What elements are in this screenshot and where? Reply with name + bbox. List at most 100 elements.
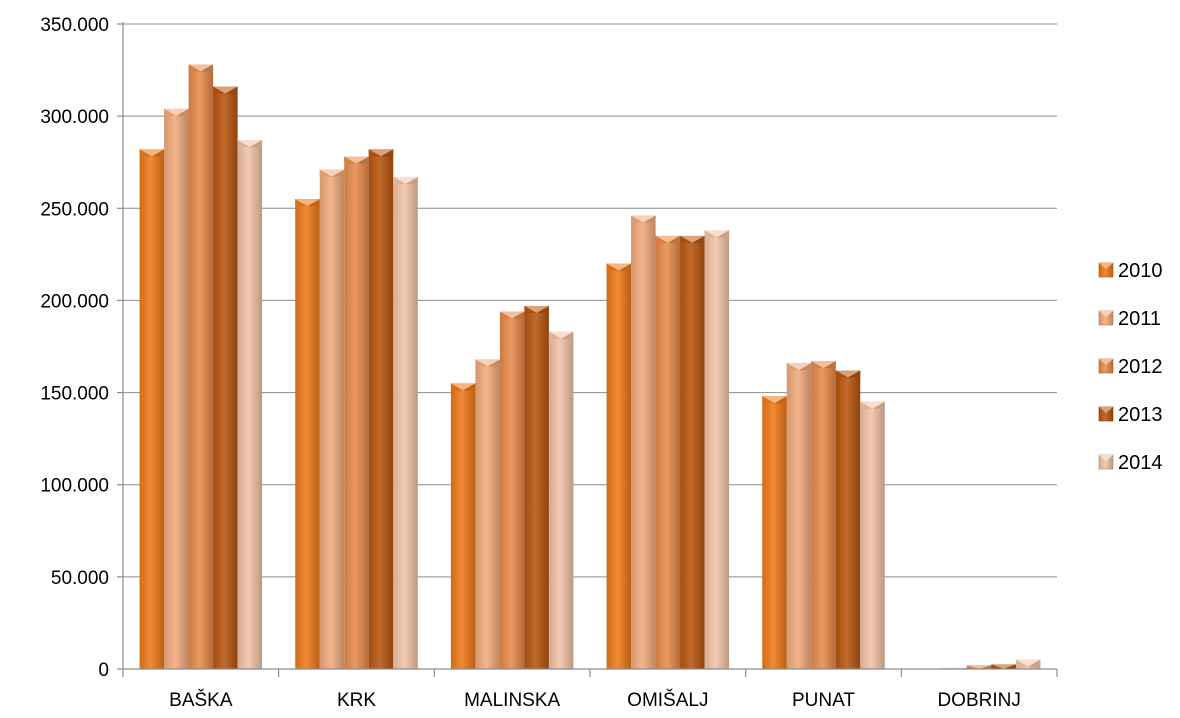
bar: [295, 199, 320, 670]
bar-cap-side: [536, 305, 549, 313]
bar-cap-side: [762, 396, 775, 404]
bar: [606, 263, 632, 669]
bar-cap: [811, 361, 836, 369]
bar-cap-side: [450, 383, 464, 391]
bar-cap: [450, 383, 476, 391]
bar-cap-side: [164, 108, 177, 116]
bar-cap-side: [655, 235, 668, 243]
bar: [762, 396, 787, 669]
legend-label: 2013: [1118, 404, 1163, 426]
bar-cap-side: [704, 230, 717, 238]
legend-label: 2012: [1118, 356, 1163, 378]
grid: [123, 23, 1057, 578]
bar: [631, 215, 656, 669]
bar-body: [786, 363, 812, 669]
bar: [786, 363, 812, 669]
bar-cap-side: [1028, 659, 1041, 667]
y-tick-label: 0: [98, 660, 109, 681]
bar-cap-side: [368, 149, 381, 157]
bar-cap-side: [606, 263, 619, 271]
bar-cap: [548, 331, 574, 339]
bar-cap: [1015, 659, 1041, 667]
bar-cap-side: [786, 363, 799, 371]
bar-cap-side: [225, 86, 238, 94]
bar-cap-side: [680, 235, 693, 243]
legend-swatch-cap: [1099, 455, 1113, 461]
bar-cap-side: [716, 230, 730, 238]
legend-item: 2014: [1098, 452, 1163, 474]
bar-cap-side: [487, 359, 500, 367]
bar-body: [319, 169, 345, 670]
bar-cap-side: [463, 383, 476, 391]
bar-cap: [499, 311, 525, 319]
bar: [991, 664, 1016, 669]
bar-cap: [213, 86, 238, 94]
x-tick-label: KRK: [337, 690, 376, 711]
bar: [475, 359, 500, 669]
legend-swatch-cap: [1099, 311, 1113, 317]
bar-cap-side: [991, 664, 1004, 669]
bar-cap: [680, 235, 705, 243]
bar-cap: [319, 169, 345, 177]
bar-cap-side: [139, 149, 152, 157]
bar: [368, 149, 394, 670]
bar-cap-side: [799, 363, 812, 371]
bar-body: [835, 370, 861, 669]
bar-cap: [188, 64, 214, 72]
axes: 0 50.000 100.000 150.000 200.000 250.000 300.0…: [40, 15, 1058, 711]
legend-label: 2014: [1118, 452, 1163, 474]
bar-cap-side: [319, 169, 332, 177]
bar: [548, 331, 574, 669]
bar-cap-side: [381, 149, 394, 157]
bar-body: [762, 396, 787, 669]
legend-item: 2010: [1098, 260, 1163, 282]
bar-cap-side: [332, 169, 345, 177]
bar: [655, 235, 681, 669]
bar-cap-side: [356, 156, 369, 164]
bar: [704, 230, 730, 669]
bar-cap-side: [618, 263, 632, 271]
bar-cap-side: [188, 64, 201, 72]
bar-cap-side: [249, 140, 263, 148]
bar-cap: [655, 235, 681, 243]
legend-item: 2012: [1098, 356, 1163, 378]
bar: [164, 108, 189, 670]
bar-cap-side: [475, 359, 488, 367]
bar-cap: [237, 140, 263, 148]
bar-body: [655, 235, 681, 669]
legend: 2010 2011 2012 2013 2014: [1098, 260, 1163, 474]
bar-cap: [762, 396, 787, 404]
bar-cap-side: [524, 305, 537, 313]
bar-cap-side: [860, 401, 873, 409]
bar-cap: [835, 370, 861, 378]
bar-body: [139, 149, 165, 670]
bar: [344, 156, 369, 669]
bar-cap: [475, 359, 500, 367]
bar-cap-side: [176, 108, 189, 116]
bar-cap: [393, 176, 418, 184]
legend-swatch-cap: [1099, 359, 1113, 365]
bar-cap: [295, 199, 320, 207]
bar: [966, 665, 992, 669]
bar: [524, 305, 549, 669]
y-tick-label: 300.000: [40, 107, 109, 128]
bar-cap-side: [643, 215, 656, 223]
bar-body: [188, 64, 214, 670]
bar-cap-side: [405, 176, 418, 184]
bar-cap-side: [667, 235, 681, 243]
x-tick-label: PUNAT: [792, 690, 855, 711]
bar-body: [499, 311, 525, 669]
bar-cap: [139, 149, 165, 157]
bar: [139, 149, 165, 670]
bar-body: [475, 359, 500, 669]
bar-cap: [368, 149, 394, 157]
bar-body: [704, 230, 730, 669]
bar-cap-side: [823, 361, 836, 369]
legend-swatch-cap: [1099, 263, 1113, 269]
bar: [1015, 659, 1041, 669]
bar: [213, 86, 238, 669]
x-tick-label: DOBRINJ: [937, 690, 1020, 711]
y-tick-label: 350.000: [40, 15, 109, 36]
bar-cap-side: [393, 176, 406, 184]
bar-cap-side: [692, 235, 705, 243]
